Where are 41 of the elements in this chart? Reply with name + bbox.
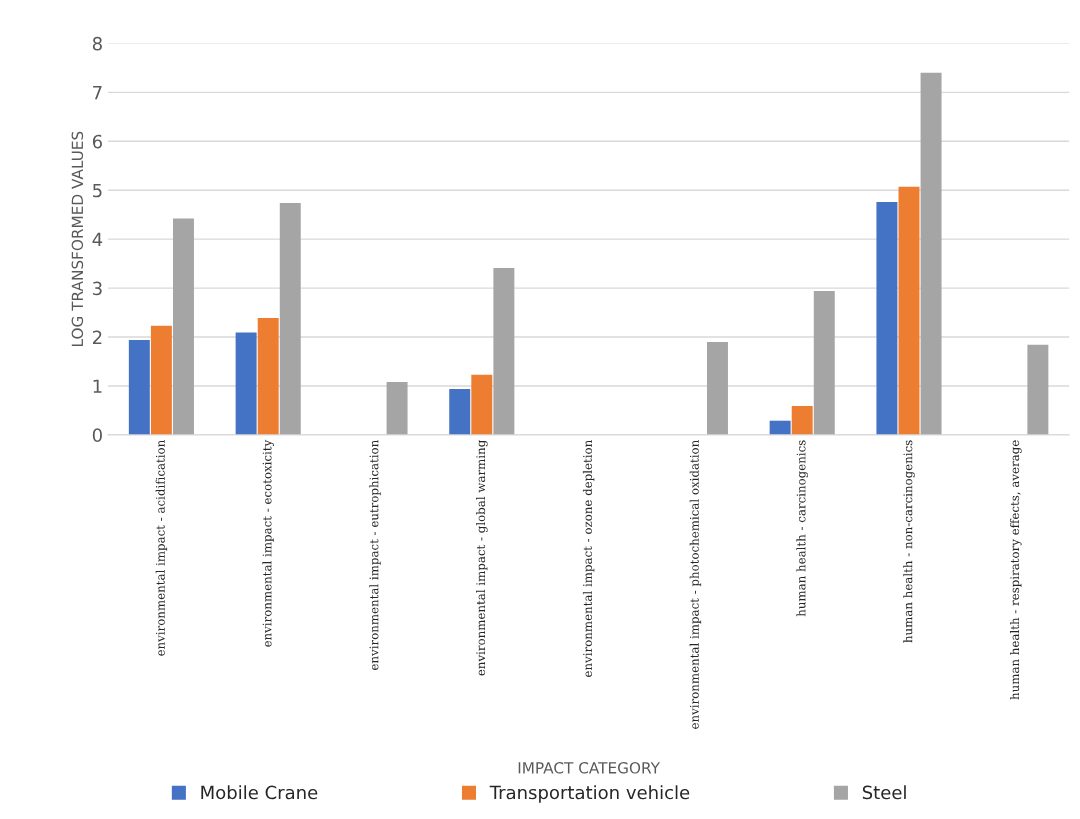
bar [920,72,942,435]
x-tick-label: human health - carcinogenics [796,440,808,617]
y-tick-label: 7 [93,86,102,100]
x-tick-label: human health - non-carcinogenics [903,440,915,643]
bar [1027,344,1049,435]
y-axis-title: LOG TRANSFORMED VALUES [71,131,84,346]
legend-label: Mobile Crane [201,785,318,800]
bar [386,382,408,435]
bar [813,291,835,435]
bar [449,388,471,435]
bar [128,339,150,435]
bar [471,374,493,435]
y-tick-label: 5 [93,183,102,198]
bar [706,341,728,435]
y-tick-label: 0 [92,428,102,443]
bar [279,202,301,435]
bar [172,218,194,435]
y-tick-label: 3 [93,281,102,296]
x-tick-label: environmental impact - acidification [155,440,168,656]
bar [150,325,172,435]
legend-label: Transportation vehicle [489,785,690,803]
x-tick-label: environmental impact - eutrophication [369,440,381,670]
legend-label: Steel [862,785,906,800]
x-axis-title: IMPACT CATEGORY [518,762,660,774]
bar [769,420,791,435]
bar [493,268,515,435]
y-tick-label: 1 [93,379,102,393]
y-tick-label: 6 [92,134,102,149]
y-tick-label: 4 [92,232,103,247]
x-tick-label: human health - respiratory effects, average [1010,440,1022,700]
bar [898,186,920,435]
x-tick-label: environmental impact - ecotoxicity [262,439,274,647]
bar [257,317,279,435]
bar [876,201,898,435]
bar [791,406,813,435]
x-tick-label: environmental impact - ozone depletion [582,440,595,677]
x-tick-label: environmental impact - photochemical oxidation [689,440,702,729]
y-tick-label: 8 [92,36,102,51]
x-tick-label: environmental impact - global warming [476,440,488,676]
y-tick-label: 2 [92,330,102,344]
bar [235,332,257,435]
